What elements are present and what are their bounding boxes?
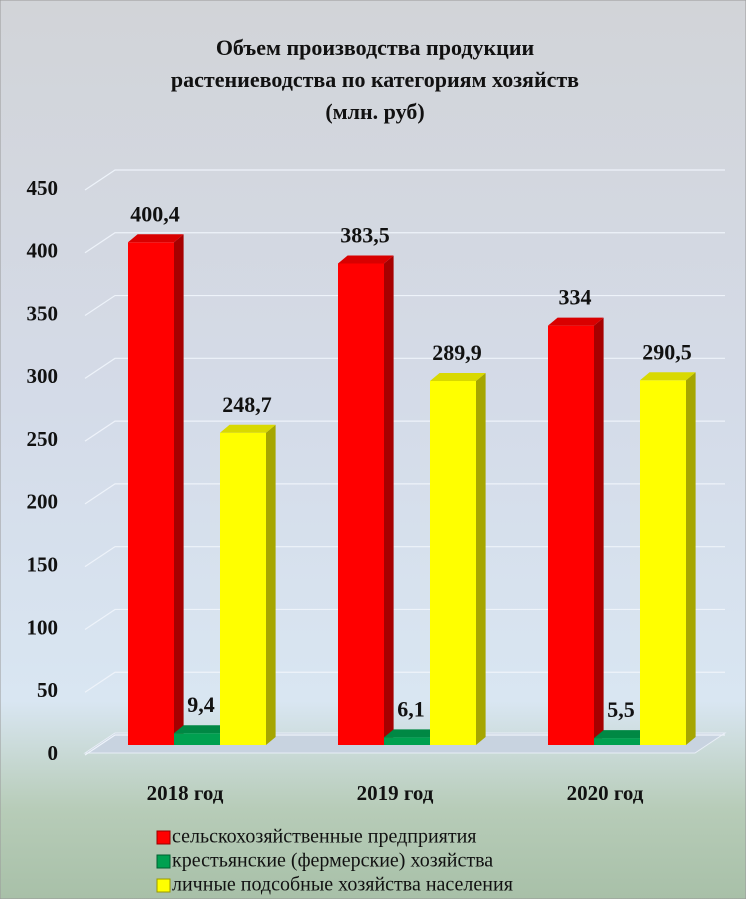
bar: [128, 242, 174, 745]
data-label: 5,5: [607, 697, 635, 722]
bar: [594, 738, 640, 745]
bar-top: [640, 372, 696, 381]
legend-label: сельскохозяйственные предприятия: [172, 826, 477, 848]
legend-label: личные подсобные хозяйства населения: [172, 874, 513, 896]
data-label: 6,1: [397, 696, 425, 721]
grid-line: [84, 420, 725, 442]
bar: [338, 263, 384, 745]
bar-side: [266, 424, 276, 745]
chart-title: Объем производства продукции растениевод…: [170, 35, 580, 124]
grid-line: [84, 294, 725, 317]
data-label: 383,5: [340, 223, 390, 248]
y-tick-label: 250: [27, 427, 59, 451]
data-label: 334: [559, 285, 592, 310]
bar-top: [594, 730, 650, 739]
bar-side: [686, 372, 696, 745]
grid-line: [84, 608, 725, 630]
bar-top: [338, 255, 394, 264]
grid-line: [84, 734, 725, 756]
y-tick-label: 150: [27, 552, 59, 576]
y-tick-label: 50: [37, 678, 58, 702]
bar-top: [174, 725, 230, 734]
legend-swatch: [156, 854, 171, 869]
bar: [548, 325, 594, 745]
bar-side: [174, 234, 184, 745]
x-tick-label: 2020 год: [567, 781, 644, 805]
bar: [174, 733, 220, 745]
y-tick-label: 200: [27, 490, 59, 514]
x-tick-label: 2018 год: [147, 781, 224, 805]
bar-top: [548, 317, 604, 326]
data-label: 289,9: [432, 340, 482, 365]
legend-swatch: [156, 830, 171, 845]
grid-line: [84, 357, 725, 379]
bar-top: [384, 729, 440, 738]
bar-top: [128, 234, 184, 243]
grid-line: [84, 671, 725, 693]
data-label: 290,5: [642, 339, 692, 364]
grid-line: [84, 483, 725, 505]
data-label: 400,4: [130, 201, 180, 226]
y-tick-label: 400: [27, 239, 59, 263]
y-tick-label: 350: [27, 301, 59, 325]
bar-side: [384, 255, 394, 745]
grid-line: [84, 546, 725, 568]
y-tick-label: 450: [27, 176, 59, 200]
grid-line: [84, 169, 725, 191]
y-tick-label: 100: [27, 615, 59, 639]
bar: [384, 737, 430, 745]
data-label: 9,4: [187, 692, 215, 717]
bar: [640, 380, 686, 745]
legend-swatch: [156, 878, 171, 893]
bar-side: [594, 317, 604, 745]
y-tick-label: 300: [27, 364, 59, 388]
y-tick-label: 0: [48, 741, 59, 765]
bar-side: [476, 373, 486, 745]
legend-label: крестьянские (фермерские) хозяйства: [172, 850, 493, 872]
x-tick-label: 2019 год: [357, 781, 434, 805]
bar: [220, 432, 266, 745]
bar-top: [430, 373, 486, 382]
grid-line: [84, 232, 725, 254]
bar: [430, 381, 476, 745]
data-label: 248,7: [222, 392, 272, 417]
bar-top: [220, 424, 276, 433]
